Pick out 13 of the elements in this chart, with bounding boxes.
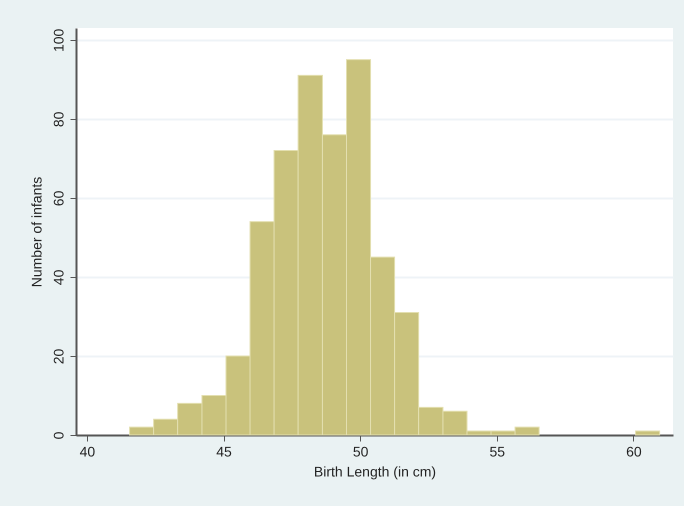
y-tick-label: 40 xyxy=(50,269,66,286)
y-tick-label: 100 xyxy=(50,28,66,52)
y-tick-label: 60 xyxy=(50,190,66,206)
y-tick-label: 20 xyxy=(50,348,66,364)
x-tick-label: 55 xyxy=(489,444,506,460)
x-tick-label: 60 xyxy=(626,444,642,460)
y-axis-title: Number of infants xyxy=(28,176,44,288)
y-tick-label: 80 xyxy=(50,111,66,128)
x-tick-label: 45 xyxy=(216,444,232,460)
x-tick-label: 50 xyxy=(352,444,369,460)
x-axis-title: Birth Length (in cm) xyxy=(314,464,436,480)
x-tick-label: 40 xyxy=(80,444,96,460)
y-tick-label: 0 xyxy=(50,431,66,440)
